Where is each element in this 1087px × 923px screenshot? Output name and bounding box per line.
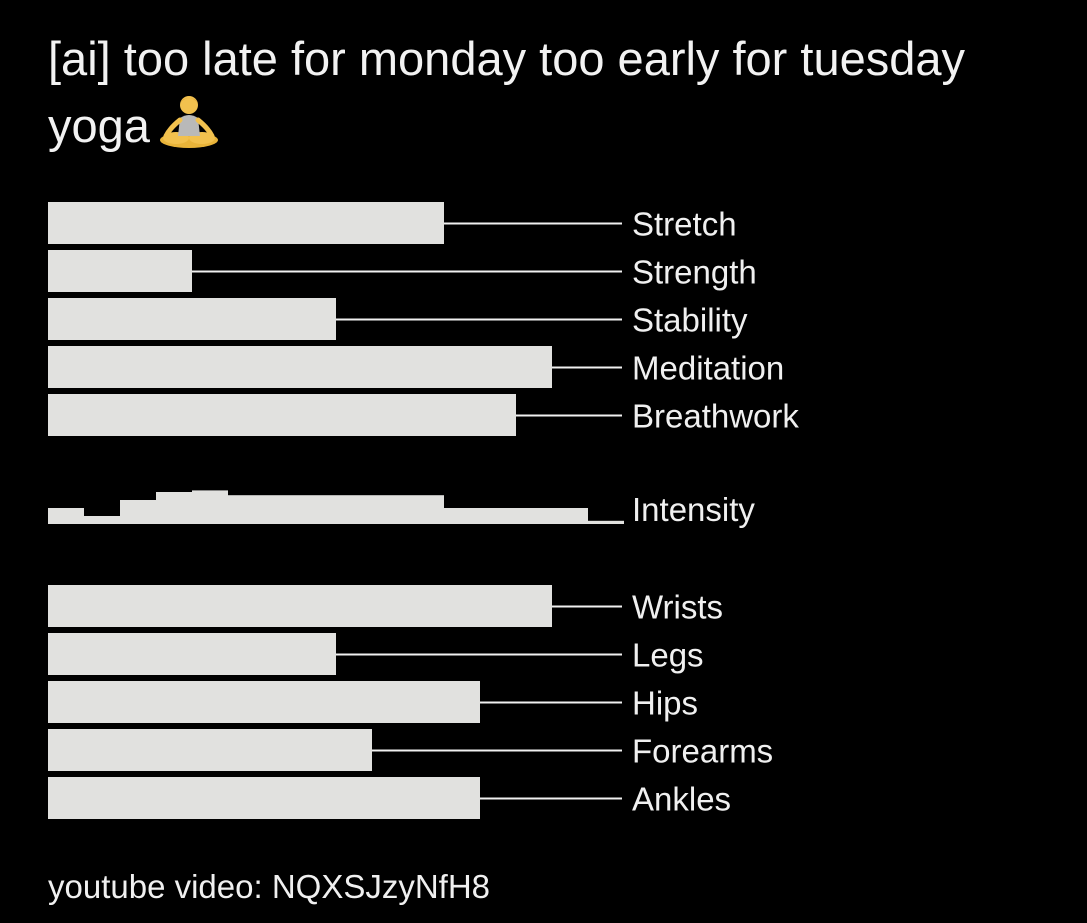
- intensity-step: [192, 490, 228, 524]
- bar-stretch: [48, 202, 444, 244]
- bar-meditation: [48, 346, 552, 388]
- label-hips: Hips: [632, 685, 698, 722]
- intensity-step: [300, 495, 336, 524]
- intensity-step: [588, 520, 624, 524]
- body-part-bar-group: Wrists Legs Hips Forearms Ankles: [48, 585, 773, 819]
- intensity-step: [480, 508, 516, 524]
- source-caption: youtube video: NQXSJzyNfH8: [48, 868, 491, 905]
- label-forearms: Forearms: [632, 733, 773, 770]
- bar-wrists: [48, 585, 552, 627]
- intensity-step: [372, 495, 408, 524]
- intensity-step: [48, 508, 84, 524]
- bar-breathwork: [48, 394, 516, 436]
- activity-bar-group: Stretch Strength Stability Meditation Breath…: [48, 202, 799, 436]
- chart-title: [ai] too late for monday too early for t…: [48, 26, 1048, 167]
- label-stability: Stability: [632, 302, 748, 339]
- label-legs: Legs: [632, 637, 704, 674]
- label-ankles: Ankles: [632, 781, 731, 818]
- intensity-step: [408, 495, 444, 524]
- intensity-step: [228, 495, 264, 524]
- label-stretch: Stretch: [632, 206, 737, 243]
- bar-legs: [48, 633, 336, 675]
- bar-ankles: [48, 777, 480, 819]
- person-in-lotus-position-icon: [158, 92, 220, 167]
- intensity-step: [120, 500, 156, 524]
- intensity-step: [156, 492, 192, 524]
- label-strength: Strength: [632, 254, 757, 291]
- bar-strength: [48, 250, 192, 292]
- label-breathwork: Breathwork: [632, 398, 799, 435]
- bar-forearms: [48, 729, 372, 771]
- label-meditation: Meditation: [632, 350, 784, 387]
- intensity-step: [84, 516, 120, 524]
- intensity-group: Intensity: [48, 490, 755, 528]
- label-intensity: Intensity: [632, 491, 755, 528]
- chart-title-text: [ai] too late for monday too early for t…: [48, 32, 966, 152]
- intensity-step: [444, 508, 480, 524]
- intensity-step: [264, 495, 300, 524]
- intensity-step: [552, 508, 588, 524]
- label-wrists: Wrists: [632, 589, 723, 626]
- intensity-step: [516, 508, 552, 524]
- bar-stability: [48, 298, 336, 340]
- intensity-step: [336, 495, 372, 524]
- bar-hips: [48, 681, 480, 723]
